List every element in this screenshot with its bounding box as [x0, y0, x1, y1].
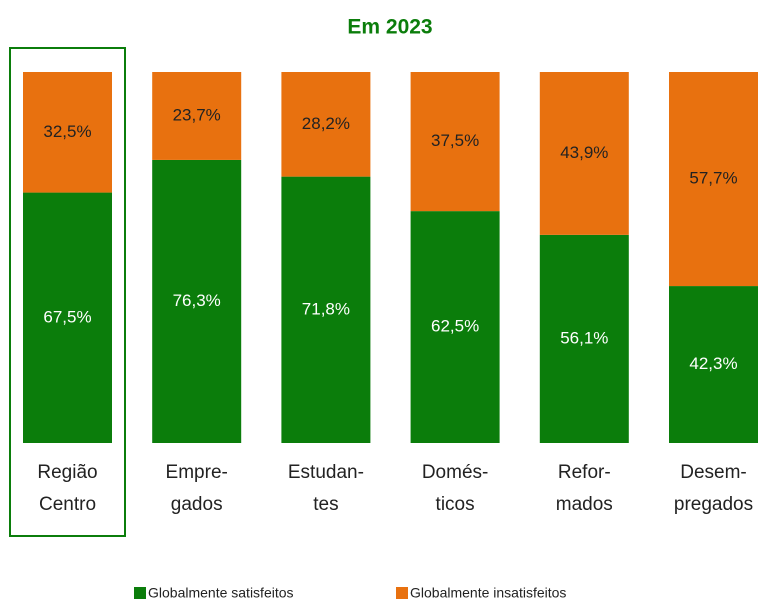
chart-title: Em 2023	[347, 16, 432, 39]
data-label: 62,5%	[431, 317, 479, 336]
data-label: 56,1%	[560, 328, 608, 347]
bar-segment	[410, 72, 500, 212]
bar-segment	[23, 72, 112, 193]
legend-swatch	[396, 587, 408, 599]
x-tick-label: Refor-	[558, 462, 611, 483]
data-label: 43,9%	[560, 143, 608, 162]
bar-segment	[281, 72, 371, 177]
data-label: 57,7%	[689, 169, 737, 188]
legend-label: Globalmente insatisfeitos	[410, 585, 566, 601]
bar-segment	[281, 176, 371, 443]
bar-segment	[410, 211, 500, 443]
highlight-box	[9, 47, 126, 537]
x-tick-label: tes	[313, 494, 338, 515]
x-tick-label: ticos	[436, 494, 475, 515]
x-tick-label: mados	[556, 494, 613, 515]
data-label: 37,5%	[431, 131, 479, 150]
legend-swatch	[134, 587, 146, 599]
bar-segment	[152, 72, 242, 160]
bar-segment	[669, 72, 758, 287]
x-tick-label: Empre-	[166, 462, 228, 483]
data-label: 32,5%	[43, 122, 91, 141]
bar-segment	[23, 192, 112, 443]
data-label: 76,3%	[173, 291, 221, 310]
x-tick-label: gados	[171, 494, 223, 515]
x-tick-label: Centro	[39, 494, 96, 515]
data-label: 23,7%	[173, 105, 221, 124]
data-label: 42,3%	[689, 354, 737, 373]
bar-segment	[152, 159, 242, 443]
legend-label: Globalmente satisfeitos	[148, 585, 294, 601]
data-label: 67,5%	[43, 307, 91, 326]
x-tick-label: Desem-	[680, 462, 747, 483]
bar-segment	[669, 286, 758, 443]
x-tick-label: Região	[37, 462, 97, 483]
x-tick-label: Domés-	[422, 462, 489, 483]
bar-segment	[539, 234, 629, 443]
x-tick-label: pregados	[674, 494, 753, 515]
x-tick-label: Estudan-	[288, 462, 364, 483]
bar-segment	[539, 72, 629, 235]
data-label: 71,8%	[302, 299, 350, 318]
data-label: 28,2%	[302, 114, 350, 133]
